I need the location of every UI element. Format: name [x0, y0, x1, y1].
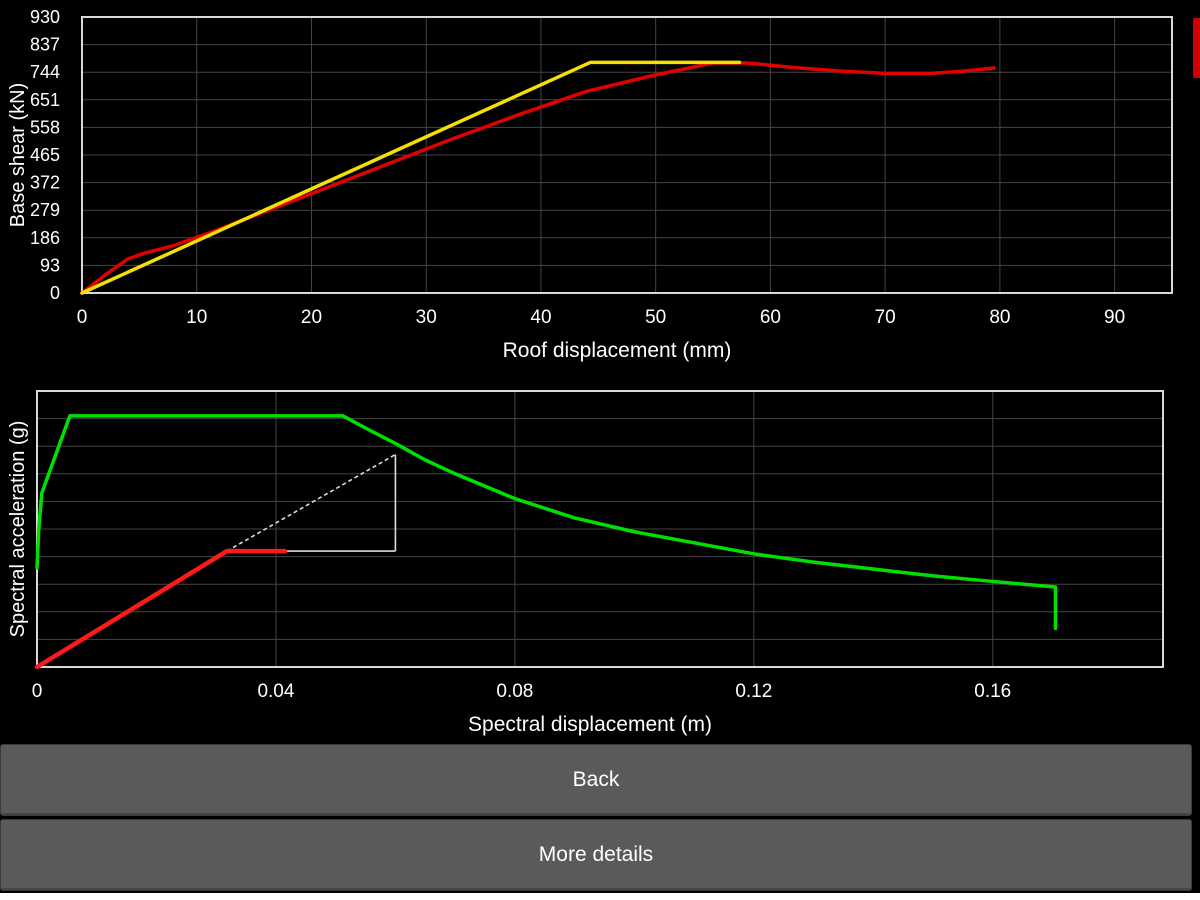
- x-tick-label: 10: [186, 307, 207, 328]
- x-tick-label: 70: [875, 307, 896, 328]
- y-tick-label: 0: [50, 283, 60, 303]
- y-axis-title: Base shear (kN): [7, 83, 29, 228]
- x-tick-label: 30: [416, 307, 437, 328]
- y-tick-label: 744: [30, 62, 60, 82]
- back-button[interactable]: Back: [0, 744, 1192, 816]
- y-tick-label: 279: [30, 200, 60, 220]
- x-tick-label: 0.16: [974, 681, 1011, 702]
- y-tick-label: 930: [30, 7, 60, 27]
- y-tick-label: 558: [30, 117, 60, 137]
- x-tick-label: 60: [760, 307, 781, 328]
- y-tick-label: 651: [30, 90, 60, 110]
- plot-frame: [36, 390, 1164, 668]
- x-tick-label: 0: [77, 307, 88, 328]
- x-axis-title: Roof displacement (mm): [503, 339, 732, 362]
- x-tick-label: 0: [32, 681, 43, 702]
- series-line-elastic-branch: [34, 548, 230, 670]
- y-tick-label: 465: [30, 145, 60, 165]
- y-tick-label: 372: [30, 173, 60, 193]
- y-tick-label: 93: [40, 255, 60, 275]
- x-tick-label: 0.12: [735, 681, 772, 702]
- x-tick-label: 50: [645, 307, 666, 328]
- y-axis-title: Spectral acceleration (g): [7, 421, 29, 638]
- x-axis-title: Spectral displacement (m): [468, 713, 712, 736]
- x-tick-label: 0.04: [257, 681, 294, 702]
- construction-line: [226, 453, 396, 552]
- pushover-chart: 0 10 20 30 40 50 60 70 80 90 0 93 186 279 372 465 558 651…: [7, 7, 1173, 362]
- series-line-capacity-curve: [80, 61, 996, 295]
- y-tick-label: 837: [30, 35, 60, 55]
- x-tick-label: 20: [301, 307, 322, 328]
- edge-indicator: [1193, 18, 1200, 78]
- x-tick-label: 40: [530, 307, 551, 328]
- bottom-edge-strip: [0, 893, 1200, 900]
- series-line-bilinear-curve: [80, 60, 742, 295]
- charts-canvas: 0 10 20 30 40 50 60 70 80 90 0 93 186 279 372 465 558 651…: [7, 7, 1173, 736]
- x-tick-label: 80: [989, 307, 1010, 328]
- series-line-demand-spectrum: [35, 414, 1058, 631]
- capacity-spectrum-chart: 0 0.04 0.08 0.12 0.16 Spectral displacement (…: [7, 390, 1164, 736]
- x-tick-label: 90: [1104, 307, 1125, 328]
- x-tick-label: 0.08: [496, 681, 533, 702]
- plot-frame: [81, 16, 1173, 294]
- y-tick-label: 186: [30, 228, 60, 248]
- more-details-button[interactable]: More details: [0, 819, 1192, 891]
